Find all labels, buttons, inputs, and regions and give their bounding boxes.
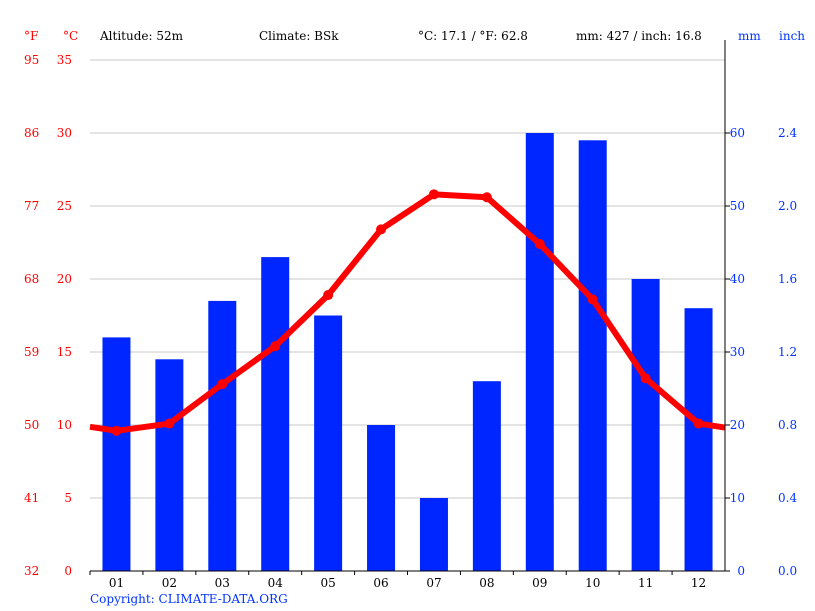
inch-unit-label: inch <box>779 29 805 43</box>
precipitation-bar <box>314 315 343 571</box>
precipitation-bar <box>367 425 396 571</box>
precipitation-bar <box>208 300 237 571</box>
temperature-line <box>89 189 726 436</box>
mm-tick: 20 <box>730 418 745 432</box>
precipitation-bar <box>419 498 448 571</box>
celsius-tick: 5 <box>64 491 72 505</box>
gridlines <box>90 59 725 499</box>
month-label: 09 <box>532 576 547 590</box>
month-label: 01 <box>109 576 124 590</box>
precipitation-bar <box>102 337 131 571</box>
temperature-point <box>111 425 122 436</box>
fahrenheit-unit-label: °F <box>24 29 38 43</box>
fahrenheit-tick: 86 <box>24 126 39 140</box>
mm-tick: 0 <box>737 564 745 578</box>
fahrenheit-tick: 77 <box>24 199 39 213</box>
climate-label: Climate: BSk <box>259 29 339 43</box>
month-label: 10 <box>585 576 600 590</box>
precipitation-bar <box>155 359 184 571</box>
precipitation-bar <box>684 308 713 571</box>
month-label: 12 <box>691 576 706 590</box>
temperature-average-label: °C: 17.1 / °F: 62.8 <box>418 29 528 43</box>
altitude-label: Altitude: 52m <box>99 29 184 43</box>
mm-tick: 60 <box>730 126 745 140</box>
axes <box>89 40 730 575</box>
celsius-tick: 35 <box>57 53 72 67</box>
celsius-tick: 15 <box>57 345 72 359</box>
mm-tick: 50 <box>730 199 745 213</box>
precipitation-bar <box>525 133 554 571</box>
inch-tick: 0.8 <box>778 418 797 432</box>
month-label: 11 <box>638 576 653 590</box>
temperature-point <box>428 189 439 200</box>
axis-labels: 32 0 41 5 50 10 59 15 68 20 77 25 86 30 95 35 0 0.0 10 0.4 2… <box>24 53 797 590</box>
precipitation-bars <box>102 133 713 572</box>
mm-tick: 30 <box>730 345 745 359</box>
month-label: 02 <box>162 576 177 590</box>
precipitation-bar <box>631 279 660 571</box>
celsius-tick: 30 <box>57 126 72 140</box>
fahrenheit-tick: 59 <box>24 345 39 359</box>
temperature-point <box>534 238 545 249</box>
inch-tick: 1.2 <box>778 345 797 359</box>
mm-tick: 10 <box>730 491 745 505</box>
inch-tick: 0.0 <box>778 564 797 578</box>
month-label: 04 <box>268 576 284 590</box>
temperature-point <box>640 373 651 384</box>
fahrenheit-tick: 68 <box>24 272 39 286</box>
month-label: 07 <box>426 576 441 590</box>
month-label: 05 <box>320 576 335 590</box>
temperature-point <box>217 379 228 390</box>
precipitation-bar <box>472 381 501 571</box>
precipitation-bar <box>578 140 607 572</box>
temperature-point <box>481 192 492 203</box>
temperature-point <box>587 294 598 305</box>
temperature-point <box>270 341 281 352</box>
temperature-point <box>164 418 175 429</box>
inch-tick: 1.6 <box>778 272 797 286</box>
month-label: 06 <box>373 576 388 590</box>
temperature-point <box>376 224 387 235</box>
precipitation-bar <box>261 257 290 571</box>
fahrenheit-tick: 41 <box>24 491 39 505</box>
celsius-tick: 20 <box>57 272 72 286</box>
celsius-tick: 0 <box>64 564 72 578</box>
precipitation-total-label: mm: 427 / inch: 16.8 <box>576 29 702 43</box>
mm-tick: 40 <box>730 272 745 286</box>
month-label: 03 <box>215 576 230 590</box>
fahrenheit-tick: 50 <box>24 418 39 432</box>
fahrenheit-tick: 32 <box>24 564 39 578</box>
copyright-link[interactable]: Copyright: CLIMATE-DATA.ORG <box>90 592 288 606</box>
celsius-tick: 10 <box>57 418 72 432</box>
month-label: 08 <box>479 576 494 590</box>
inch-tick: 2.0 <box>778 199 797 213</box>
fahrenheit-tick: 95 <box>24 53 39 67</box>
celsius-unit-label: °C <box>63 29 78 43</box>
celsius-tick: 25 <box>57 199 72 213</box>
temperature-curve <box>89 191 726 434</box>
inch-tick: 0.4 <box>778 491 797 505</box>
inch-tick: 2.4 <box>778 126 797 140</box>
mm-unit-label: mm <box>738 29 761 43</box>
temperature-point <box>323 290 334 301</box>
temperature-point <box>693 418 704 429</box>
